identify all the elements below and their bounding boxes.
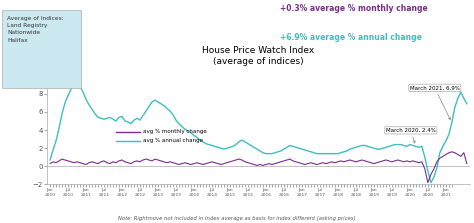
Text: avg % monthly change: avg % monthly change [143, 129, 207, 134]
Text: Note: Rightmove not included in Index average as basis for index different (aski: Note: Rightmove not included in Index av… [118, 216, 356, 221]
Text: March 2021, 6.9%: March 2021, 6.9% [410, 85, 460, 120]
Title: House Price Watch Index
(average of indices): House Price Watch Index (average of indi… [202, 46, 315, 66]
Text: March 2020, 2.4%: March 2020, 2.4% [386, 128, 436, 143]
Text: +6.9% average % annual change: +6.9% average % annual change [280, 33, 421, 42]
Text: avg % annual change: avg % annual change [143, 138, 203, 143]
Text: Average of Indices:
Land Registry
Nationwide
Halifax: Average of Indices: Land Registry Nation… [7, 16, 64, 43]
Text: +0.3% average % monthly change: +0.3% average % monthly change [280, 4, 428, 13]
